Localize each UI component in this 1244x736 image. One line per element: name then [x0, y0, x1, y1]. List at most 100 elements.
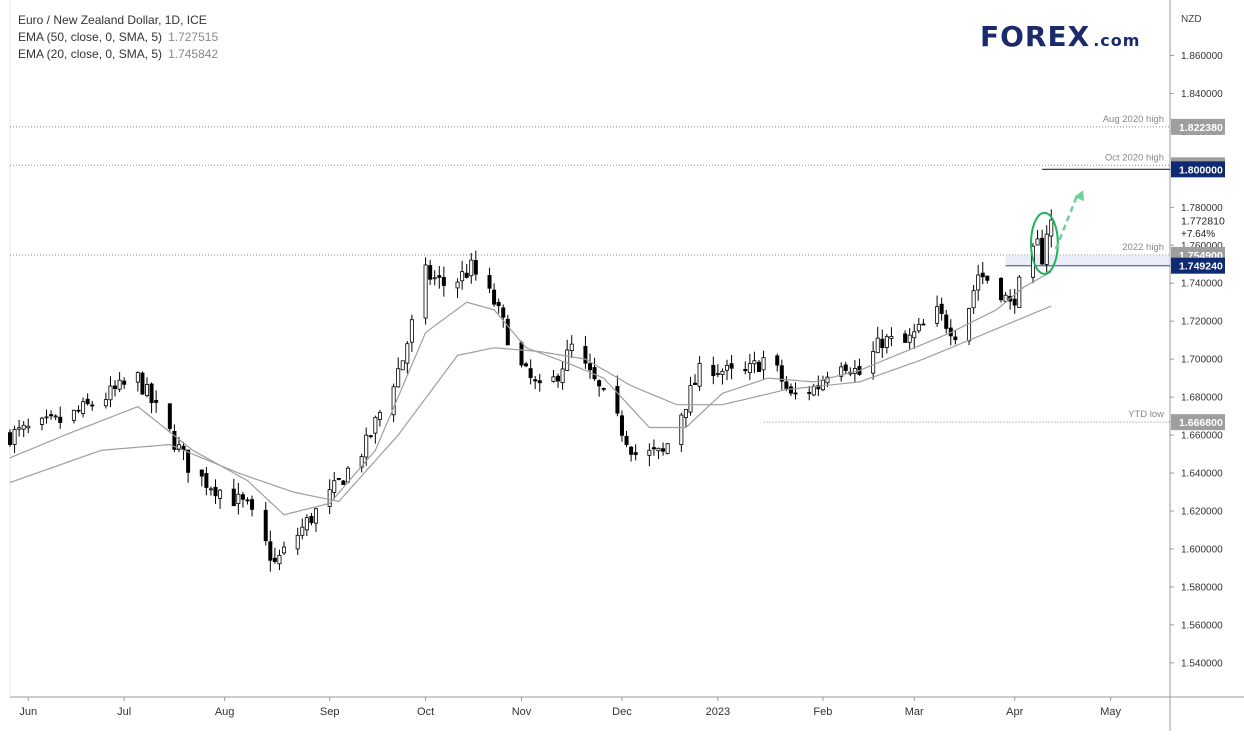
candle-body [752, 360, 757, 365]
candle-body [880, 338, 885, 349]
candle-body [49, 414, 54, 417]
candle-body [272, 557, 277, 563]
candle-body [368, 435, 373, 438]
y-tick-label: 1.740000 [1181, 279, 1223, 290]
y-tick-label: 1.840000 [1181, 89, 1223, 100]
candle-body [437, 275, 442, 278]
candle-body [601, 388, 606, 390]
candle-body [907, 334, 912, 343]
candle-body [683, 409, 688, 419]
candle-body [912, 331, 917, 339]
candle-body [145, 384, 150, 397]
x-tick-label: Oct [417, 706, 434, 718]
candle-body [327, 489, 332, 507]
candle-body [556, 375, 561, 382]
candle-body [58, 416, 63, 423]
ema50-legend: EMA (50, close, 0, SMA, 5) 1.727515 [18, 29, 218, 46]
candle-body [313, 508, 318, 524]
candle-body [656, 447, 661, 452]
candle-body [149, 383, 154, 404]
level-label: Aug 2020 high [1103, 114, 1164, 125]
candle-body [304, 517, 309, 531]
level-tag-bg [1171, 118, 1225, 135]
candle-body [715, 372, 720, 375]
candle-body [916, 323, 921, 332]
candle-body [122, 380, 127, 385]
level-tag: 1.800000 [1179, 164, 1223, 176]
candle-body [825, 376, 830, 384]
candle-body [551, 376, 556, 382]
candle-body [569, 343, 574, 351]
y-tick-label: 1.680000 [1181, 393, 1223, 404]
x-tick-label: May [1100, 706, 1121, 718]
candle-body [377, 411, 382, 420]
candle-body [693, 382, 698, 385]
candle-body [651, 447, 656, 450]
logo-suffix: .com [1093, 31, 1141, 50]
candle-body [1003, 294, 1008, 302]
candle-body [71, 409, 76, 421]
candle-body [875, 337, 880, 354]
candle-body [117, 379, 122, 390]
highlight-ellipse [1029, 211, 1059, 275]
candle-body [811, 385, 816, 396]
candle-body [619, 415, 624, 436]
y-tick-label: 1.600000 [1181, 544, 1223, 555]
level-tag-bg [1171, 161, 1225, 178]
last-price-label: 1.772810 [1181, 215, 1225, 227]
candle-body [167, 403, 172, 429]
candle-body [245, 499, 250, 502]
candle-body [688, 385, 693, 413]
candle-body [505, 318, 510, 346]
candle-body [679, 414, 684, 445]
candle-body [39, 417, 44, 425]
candle-body [487, 275, 492, 289]
candle-body [113, 385, 118, 390]
candle-body [240, 494, 245, 500]
y-tick-label: 1.580000 [1181, 582, 1223, 593]
candle-body [519, 342, 524, 366]
candle-body [971, 290, 976, 309]
candle-body [199, 469, 204, 477]
y-tick-label: 1.620000 [1181, 506, 1223, 517]
candle-body [980, 272, 985, 278]
level-tag-bg [1171, 414, 1225, 431]
candle-body [784, 381, 789, 389]
candle-body [720, 370, 725, 375]
logo-main: FOREX [980, 20, 1091, 53]
candle-body [428, 265, 433, 280]
ema20-value: 1.745842 [168, 47, 219, 61]
candle-body [775, 355, 780, 366]
candle-body [409, 319, 414, 343]
candle-body [85, 398, 90, 405]
candle-body [711, 364, 716, 376]
candle-body [103, 399, 108, 407]
candle-body [743, 369, 748, 372]
candle-body [336, 478, 341, 480]
candle-body [501, 307, 506, 318]
candle-body [213, 486, 218, 497]
ema50-value: 1.727515 [168, 30, 219, 44]
candle-body [985, 275, 990, 281]
candle-body [592, 367, 597, 380]
candle-body [359, 456, 364, 468]
candle-body [588, 363, 593, 371]
candle-body [464, 272, 469, 278]
candle-body [300, 526, 305, 536]
candle-body [154, 400, 159, 403]
candle-body [76, 409, 81, 412]
candle-body [921, 323, 926, 326]
candle-body [939, 303, 944, 314]
candle-body [364, 434, 369, 458]
candle-body [871, 351, 876, 374]
candle-body [1012, 298, 1017, 306]
candle-body [282, 546, 287, 554]
candle-body [953, 336, 958, 341]
candle-body [473, 260, 478, 275]
y-tick-label: 1.660000 [1181, 431, 1223, 442]
candle-body [633, 452, 638, 456]
last-price-change: +7.64% [1181, 229, 1215, 240]
candle-body [788, 386, 793, 394]
candle-body [268, 541, 273, 561]
x-tick-label: Feb [813, 706, 832, 718]
